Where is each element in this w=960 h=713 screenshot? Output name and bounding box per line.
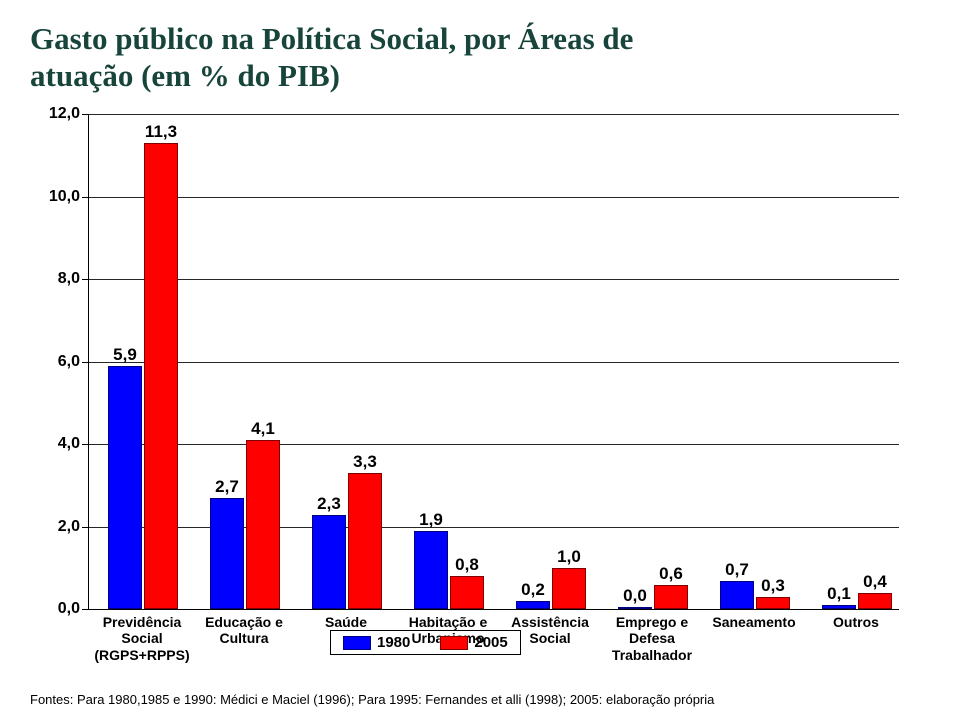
title-line2: atuação (em % do PIB)	[30, 58, 340, 93]
bar-value-label: 0,2	[521, 580, 545, 600]
bar: 0,3	[756, 597, 790, 609]
bar-value-label: 2,3	[317, 494, 341, 514]
chart-area: 0,02,04,06,08,010,012,0 5,911,32,74,12,3…	[30, 114, 910, 644]
bar: 2,3	[312, 515, 346, 610]
y-tick-label: 12,0	[30, 105, 80, 123]
bar-value-label: 0,0	[623, 586, 647, 606]
legend-label-2005: 2005	[474, 634, 507, 651]
y-tick-label: 6,0	[30, 353, 80, 371]
bar: 0,2	[516, 601, 550, 609]
x-tick-label: Saúde	[296, 614, 396, 630]
bar-value-label: 4,1	[251, 419, 275, 439]
y-tick-label: 8,0	[30, 270, 80, 288]
page: Gasto público na Política Social, por Ár…	[0, 0, 960, 713]
bar-group: 0,10,4	[822, 593, 892, 610]
bar: 3,3	[348, 473, 382, 609]
bar-value-label: 0,4	[863, 572, 887, 592]
bar: 4,1	[246, 440, 280, 609]
bar-value-label: 1,9	[419, 510, 443, 530]
bar-value-label: 0,1	[827, 584, 851, 604]
legend-item-2005: 2005	[440, 634, 507, 651]
legend-label-1980: 1980	[377, 634, 410, 651]
bar: 0,6	[654, 585, 688, 610]
bar: 0,1	[822, 605, 856, 609]
y-tick-label: 2,0	[30, 518, 80, 536]
bar-value-label: 5,9	[113, 345, 137, 365]
bar-value-label: 3,3	[353, 452, 377, 472]
y-tick-label: 10,0	[30, 188, 80, 206]
gridline	[89, 362, 899, 363]
bar: 5,9	[108, 366, 142, 609]
plot-area: 5,911,32,74,12,33,31,90,80,21,00,00,60,7…	[88, 114, 899, 610]
bar-value-label: 0,6	[659, 564, 683, 584]
chart-title: Gasto público na Política Social, por Ár…	[30, 20, 930, 94]
bar-value-label: 2,7	[215, 477, 239, 497]
bar-group: 0,70,3	[720, 581, 790, 610]
bar-value-label: 0,3	[761, 576, 785, 596]
bar: 0,4	[858, 593, 892, 610]
gridline	[89, 279, 899, 280]
x-tick-label: Emprego eDefesaTrabalhador	[602, 614, 702, 662]
bar: 1,0	[552, 568, 586, 609]
x-tick-label: Educação eCultura	[194, 614, 294, 646]
bar-group: 5,911,3	[108, 143, 178, 609]
legend: 1980 2005	[330, 630, 521, 655]
bar: 11,3	[144, 143, 178, 609]
gridline	[89, 197, 899, 198]
gridline	[89, 114, 899, 115]
x-tick-label: Outros	[806, 614, 906, 630]
bar-group: 1,90,8	[414, 531, 484, 609]
bar-group: 0,21,0	[516, 568, 586, 609]
bar-group: 2,33,3	[312, 473, 382, 609]
bar: 0,8	[450, 576, 484, 609]
title-line1: Gasto público na Política Social, por Ár…	[30, 21, 633, 56]
bar-group: 0,00,6	[618, 585, 688, 610]
y-tick-label: 0,0	[30, 600, 80, 618]
footer-citation: Fontes: Para 1980,1985 e 1990: Médici e …	[30, 692, 714, 707]
legend-swatch-1980	[343, 636, 371, 650]
bar-value-label: 1,0	[557, 547, 581, 567]
bar: 0,7	[720, 581, 754, 610]
bar: 0,0	[618, 607, 652, 609]
bar: 1,9	[414, 531, 448, 609]
legend-item-1980: 1980	[343, 634, 410, 651]
bar-value-label: 11,3	[145, 122, 177, 142]
y-tick-label: 4,0	[30, 435, 80, 453]
legend-swatch-2005	[440, 636, 468, 650]
bar: 2,7	[210, 498, 244, 609]
bar-value-label: 0,7	[725, 560, 749, 580]
bar-value-label: 0,8	[455, 555, 479, 575]
bar-group: 2,74,1	[210, 440, 280, 609]
x-tick-label: PrevidênciaSocial(RGPS+RPPS)	[92, 614, 192, 662]
x-tick-label: Saneamento	[704, 614, 804, 630]
